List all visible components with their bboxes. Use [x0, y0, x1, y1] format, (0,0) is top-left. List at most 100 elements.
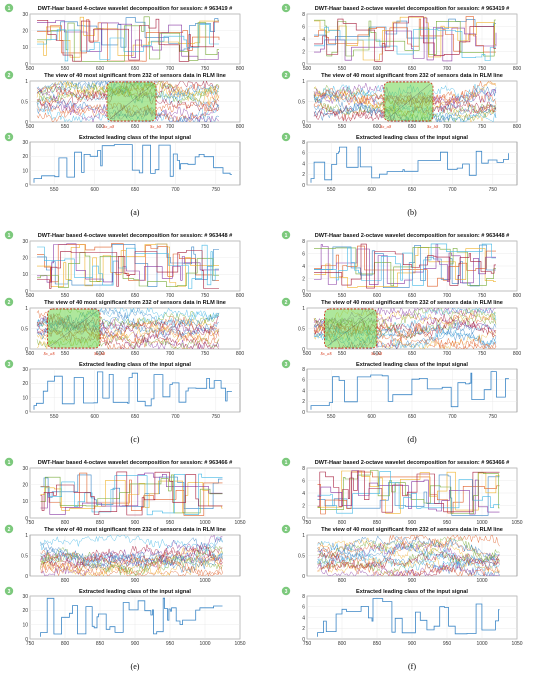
panel-caption: (c)	[131, 435, 140, 444]
y-tick-label: 1	[25, 79, 28, 85]
sensor-trace	[40, 543, 223, 570]
x-tick-label: 600	[373, 124, 382, 130]
series-line	[314, 16, 496, 53]
y-tick-label: 10	[22, 168, 28, 174]
y-tick-label: 30	[22, 367, 28, 373]
y-tick-label: 0.5	[298, 326, 305, 332]
series-line	[314, 16, 496, 61]
subplot-c-1: 1 DWT-Haar based 4-octave wavelet decompo…	[4, 230, 244, 299]
series-line	[37, 250, 219, 289]
panel-caption: (f)	[408, 662, 416, 671]
x-tick-label: 800	[513, 66, 522, 72]
x-tick-label: 800	[61, 578, 70, 584]
x-tick-label: 600	[367, 187, 376, 193]
x-tick-label: 950	[443, 520, 452, 526]
y-tick-label: 30	[22, 12, 28, 18]
y-tick-label: 10	[22, 499, 28, 505]
plot-area	[40, 471, 223, 516]
plot-area	[317, 535, 500, 576]
series-line	[40, 471, 223, 516]
badge-number: 1	[285, 460, 288, 466]
subplot-f-1: 1 DWT-Haar based 2-octave wavelet decompo…	[281, 457, 523, 526]
x-tick-label: 900	[131, 578, 140, 584]
x-tick-label: 950	[166, 641, 175, 647]
x-tick-label: 800	[513, 293, 522, 299]
subplot-d-1: 1 DWT-Haar based 2-octave wavelet decompo…	[281, 230, 522, 299]
y-tick-label: 0	[25, 574, 28, 580]
marker-xa: $x_a$	[321, 351, 333, 356]
y-tick-label: 0	[25, 516, 28, 522]
series-line	[314, 26, 496, 61]
x-tick-label: 550	[61, 66, 70, 72]
series-line	[317, 471, 500, 514]
sensor-trace	[317, 535, 500, 567]
plot-area	[36, 308, 220, 349]
y-tick-label: 30	[22, 594, 28, 600]
panel-f: 1 DWT-Haar based 2-octave wavelet decompo…	[281, 457, 523, 671]
y-tick-label: 2	[302, 399, 305, 405]
subplot-title: Extracted leading class of the input sig…	[79, 362, 191, 368]
x-tick-label: 900	[408, 641, 417, 647]
subplot-b-1: 1 DWT-Haar based 2-octave wavelet decompo…	[281, 3, 522, 72]
panel-caption: (a)	[131, 208, 140, 217]
panel-caption: (e)	[131, 662, 140, 671]
y-tick-label: 0	[302, 183, 305, 189]
x-tick-label: 650	[131, 293, 140, 299]
x-tick-label: 750	[201, 66, 210, 72]
badge-circle	[4, 132, 14, 142]
series-line	[314, 245, 496, 287]
y-tick-label: 0.5	[21, 553, 28, 559]
sensor-trace	[40, 547, 223, 574]
x-tick-label: 850	[373, 641, 382, 647]
y-tick-label: 8	[302, 466, 305, 472]
badge-circle	[281, 132, 291, 142]
sensor-trace	[317, 559, 500, 576]
x-tick-label: 750	[478, 351, 487, 357]
series-line	[314, 243, 496, 289]
x-tick-label: 600	[90, 414, 99, 420]
y-tick-label: 30	[22, 466, 28, 472]
badge-number: 1	[285, 233, 288, 239]
x-tick-label: 700	[171, 187, 180, 193]
x-tick-label: 1050	[511, 641, 522, 647]
x-tick-label: 750	[201, 293, 210, 299]
x-tick-label: 1050	[234, 641, 245, 647]
y-tick-label: 10	[22, 622, 28, 628]
x-tick-label: 900	[408, 520, 417, 526]
x-tick-label: 500	[26, 293, 35, 299]
subplot-title: The view of 40 most significant from 232…	[321, 73, 503, 79]
panel-d: 1 DWT-Haar based 2-octave wavelet decompo…	[281, 230, 522, 444]
badge-circle	[281, 297, 291, 307]
subplot-a-1: 1 DWT-Haar based 4-octave wavelet decompo…	[4, 3, 244, 72]
marker-xb: $x_b$	[371, 351, 383, 356]
badge-circle	[4, 297, 14, 307]
series-line	[40, 480, 223, 513]
y-tick-label: 4	[302, 491, 305, 497]
x-tick-label: 650	[408, 293, 417, 299]
x-tick-label: 750	[212, 187, 221, 193]
badge-circle	[4, 359, 14, 369]
y-tick-label: 4	[302, 161, 305, 167]
x-tick-label: 700	[443, 351, 452, 357]
x-tick-label: 1050	[511, 520, 522, 526]
y-tick-label: 0	[302, 120, 305, 126]
marker-xb: $x_b$	[427, 124, 439, 129]
plot-area	[40, 535, 223, 576]
x-tick-label: 550	[327, 414, 336, 420]
y-tick-label: 2	[302, 276, 305, 282]
x-tick-label: 750	[478, 124, 487, 130]
series-line	[37, 18, 219, 62]
x-tick-label: 1050	[234, 520, 245, 526]
y-tick-label: 0	[25, 410, 28, 416]
series-line	[314, 243, 496, 285]
subplot-title: Extracted leading class of the input sig…	[356, 589, 468, 595]
plot-area	[37, 16, 220, 62]
x-tick-label: 800	[338, 641, 347, 647]
y-tick-label: 0	[302, 516, 305, 522]
subplot-title: The view of 40 most significant from 232…	[44, 73, 226, 79]
highlight-trend-line	[50, 310, 98, 347]
marker-xa: $x_a$	[44, 351, 56, 356]
subplot-b-3: 3 Extracted leading class of the input si…	[281, 132, 518, 193]
x-tick-label: 800	[338, 578, 347, 584]
x-tick-label: 600	[373, 293, 382, 299]
